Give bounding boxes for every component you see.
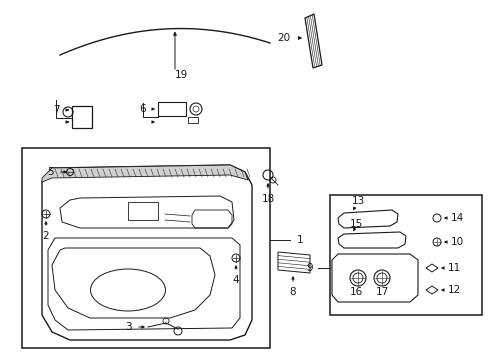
Bar	[329, 195, 481, 315]
Text: 12: 12	[447, 285, 460, 295]
Text: 16: 16	[348, 287, 362, 297]
Text: 7: 7	[53, 105, 59, 115]
Text: 4: 4	[232, 275, 239, 285]
Text: 13: 13	[351, 196, 364, 206]
Bar	[22, 148, 269, 348]
Text: 5: 5	[46, 167, 53, 177]
Text: 9: 9	[306, 263, 313, 273]
Bar	[158, 102, 185, 116]
Text: 14: 14	[449, 213, 463, 223]
Text: 2: 2	[42, 231, 49, 241]
Bar	[187, 117, 198, 123]
Text: 6: 6	[140, 104, 146, 114]
Text: 17: 17	[375, 287, 388, 297]
Bar	[128, 202, 158, 220]
Text: 18: 18	[261, 194, 274, 204]
Text: 8: 8	[289, 287, 296, 297]
Polygon shape	[42, 165, 247, 182]
Text: 15: 15	[348, 219, 362, 229]
Text: 11: 11	[447, 263, 460, 273]
Text: 3: 3	[124, 322, 131, 332]
Text: 19: 19	[174, 70, 187, 80]
Text: 20: 20	[277, 33, 290, 43]
Text: 10: 10	[449, 237, 463, 247]
Text: 1: 1	[296, 235, 303, 245]
